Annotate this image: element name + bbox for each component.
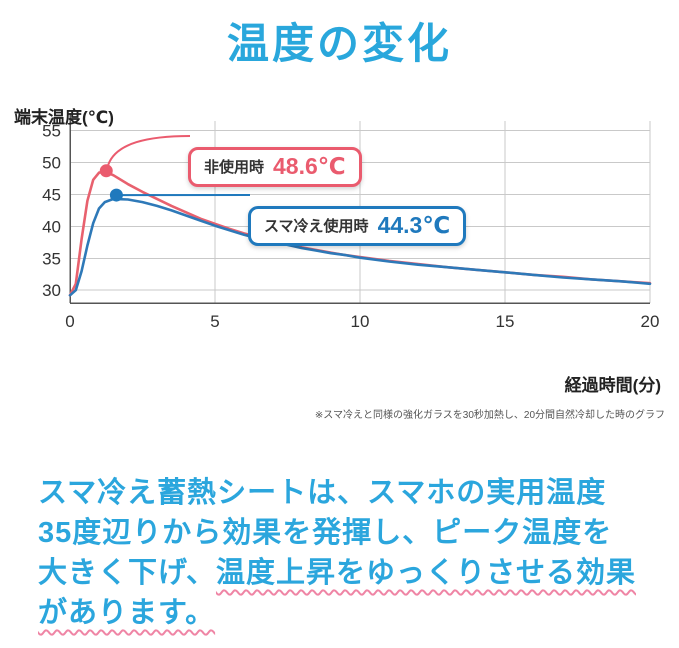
description-line-4-emphasis: があります。: [38, 597, 215, 629]
description-text: スマ冷え蓄熱シートは、スマホの実用温度 35度辺りから効果を発揮し、ピーク温度を…: [38, 473, 679, 633]
y-axis-label: 端末温度(℃): [14, 103, 114, 128]
svg-text:50: 50: [42, 154, 61, 173]
description-line-3-text: 大きく下げ、: [38, 557, 216, 589]
svg-text:15: 15: [496, 312, 515, 331]
description-line-4: があります。: [38, 593, 679, 633]
svg-text:45: 45: [42, 185, 61, 204]
callout-not-in-use: 非使用時 48.6℃: [188, 147, 362, 187]
svg-text:5: 5: [210, 312, 219, 331]
description-line-3: 大きく下げ、温度上昇をゆっくりさせる効果: [38, 553, 679, 593]
svg-text:10: 10: [351, 312, 370, 331]
description-line-2: 35度辺りから効果を発揮し、ピーク温度を: [38, 513, 679, 553]
svg-text:20: 20: [641, 312, 660, 331]
callout-in-use: スマ冷え使用時 44.3℃: [248, 206, 466, 246]
svg-text:30: 30: [42, 281, 61, 300]
description-line-1: スマ冷え蓄熱シートは、スマホの実用温度: [38, 473, 679, 513]
description-line-2-text: 35度辺りから効果を発揮し、ピーク温度を: [38, 517, 612, 549]
svg-text:35: 35: [42, 249, 61, 268]
description-line-3-emphasis: 温度上昇をゆっくりさせる効果: [216, 557, 636, 589]
callout-in-use-label: スマ冷え使用時: [264, 215, 369, 236]
svg-text:0: 0: [65, 312, 74, 331]
chart-footnote: ※スマ冷えと同様の強化ガラスを30秒加熱し、20分間自然冷却した時のグラフ: [0, 406, 679, 421]
callout-not-in-use-value: 48.6℃: [273, 153, 346, 180]
page-title: 温度の変化: [0, 10, 679, 71]
callout-not-in-use-label: 非使用時: [204, 156, 264, 177]
svg-text:40: 40: [42, 217, 61, 236]
callout-in-use-value: 44.3℃: [378, 212, 451, 239]
description-line-1-text: スマ冷え蓄熱シートは、スマホの実用温度: [38, 477, 606, 509]
